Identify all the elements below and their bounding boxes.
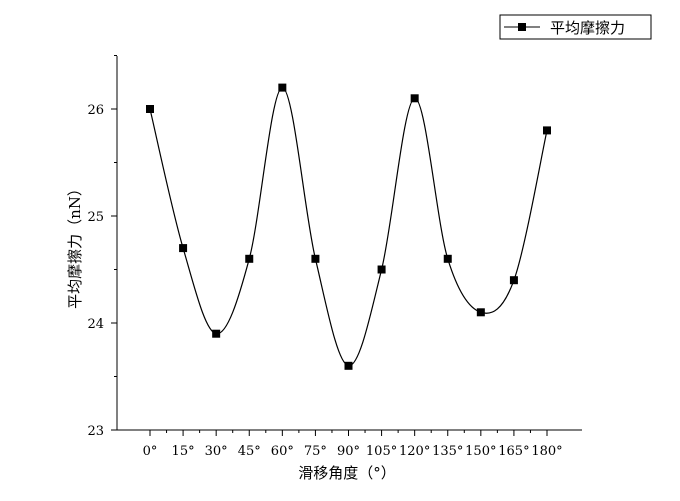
x-tick-label: 60° xyxy=(271,444,294,459)
data-point xyxy=(543,126,551,135)
y-tick-label: 25 xyxy=(87,210,104,225)
x-tick-label: 180° xyxy=(531,444,562,459)
series-line-group xyxy=(149,86,548,367)
x-tick-label: 75° xyxy=(304,444,327,459)
x-tick-label: 45° xyxy=(238,444,261,459)
data-point xyxy=(410,94,419,103)
data-point xyxy=(278,83,287,92)
y-ticks: 23 24 25 26 xyxy=(87,55,117,439)
data-point xyxy=(344,361,353,370)
data-point xyxy=(311,254,320,263)
x-tick-label: 120° xyxy=(399,444,430,459)
data-point xyxy=(245,254,254,263)
y-tick-label: 23 xyxy=(87,424,104,439)
x-tick-label: 165° xyxy=(498,444,529,459)
data-point xyxy=(146,105,154,113)
series-line xyxy=(149,86,548,367)
data-point xyxy=(509,276,518,285)
axes xyxy=(116,56,582,431)
data-point xyxy=(377,265,386,274)
data-point xyxy=(443,254,452,263)
data-point xyxy=(212,329,221,338)
markers-group xyxy=(146,83,551,370)
legend-marker-swatch xyxy=(518,23,526,31)
data-point xyxy=(476,308,485,317)
x-axis-title: 滑移角度（°） xyxy=(298,464,396,482)
y-tick-label: 24 xyxy=(87,317,104,332)
x-tick-label: 30° xyxy=(205,444,228,459)
data-point xyxy=(179,244,188,253)
legend-label: 平均摩擦力 xyxy=(550,19,625,37)
legend: 平均摩擦力 xyxy=(499,14,652,40)
x-tick-label: 105° xyxy=(366,444,397,459)
x-tick-label: 150° xyxy=(465,444,496,459)
y-axis-title: 平均摩擦力（nN） xyxy=(66,181,84,309)
x-tick-label: 15° xyxy=(172,444,195,459)
y-tick-label: 26 xyxy=(87,103,104,118)
x-tick-label: 90° xyxy=(337,444,360,459)
x-tick-label: 0° xyxy=(143,444,158,459)
x-ticks: 0° 15° 30° 45° 60° 75° 90° 105° 120° 135° 150° 165°… xyxy=(143,430,563,459)
x-tick-label: 135° xyxy=(432,444,463,459)
